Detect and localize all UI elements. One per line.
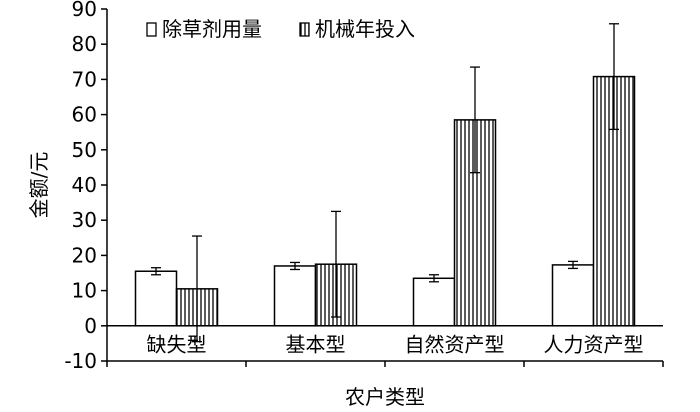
bars-layer bbox=[134, 75, 636, 327]
y-tick-label: -10 bbox=[64, 349, 97, 373]
y-tick-label: 50 bbox=[72, 138, 97, 162]
y-tick-label: 40 bbox=[72, 173, 97, 197]
bar-herbicide bbox=[551, 264, 595, 327]
y-tick-label: 20 bbox=[72, 243, 97, 267]
error-bars-layer bbox=[151, 23, 619, 343]
legend-label-herbicide: 除草剂用量 bbox=[162, 17, 262, 41]
y-tick-label: 90 bbox=[72, 0, 97, 21]
y-tick-label: 0 bbox=[84, 314, 97, 338]
y-tick-label: 60 bbox=[72, 103, 97, 127]
x-axis-ticks: 缺失型 基本型 自然资产型 人力资产型 bbox=[106, 332, 664, 367]
y-tick-label: 10 bbox=[72, 279, 97, 303]
legend-label-machinery: 机械年投入 bbox=[315, 17, 415, 41]
x-tick-label: 人力资产型 bbox=[544, 332, 644, 356]
bar-herbicide bbox=[412, 277, 456, 327]
bar-herbicide bbox=[134, 270, 178, 327]
y-tick-label: 80 bbox=[72, 32, 97, 56]
x-tick-label: 基本型 bbox=[286, 332, 346, 356]
y-axis-ticks: -10 0 10 20 30 40 50 60 70 80 90 bbox=[64, 0, 107, 373]
legend-swatch-machinery bbox=[299, 22, 310, 37]
y-tick-label: 70 bbox=[72, 67, 97, 91]
bar-herbicide bbox=[273, 265, 317, 327]
x-tick-label: 缺失型 bbox=[147, 332, 207, 356]
legend-swatch-herbicide bbox=[146, 22, 157, 37]
legend: 除草剂用量 机械年投入 bbox=[146, 17, 415, 41]
x-tick-label: 自然资产型 bbox=[405, 332, 505, 356]
y-tick-label: 30 bbox=[72, 208, 97, 232]
x-axis-title: 农户类型 bbox=[345, 385, 425, 409]
y-axis-title: 金额/元 bbox=[27, 152, 51, 219]
